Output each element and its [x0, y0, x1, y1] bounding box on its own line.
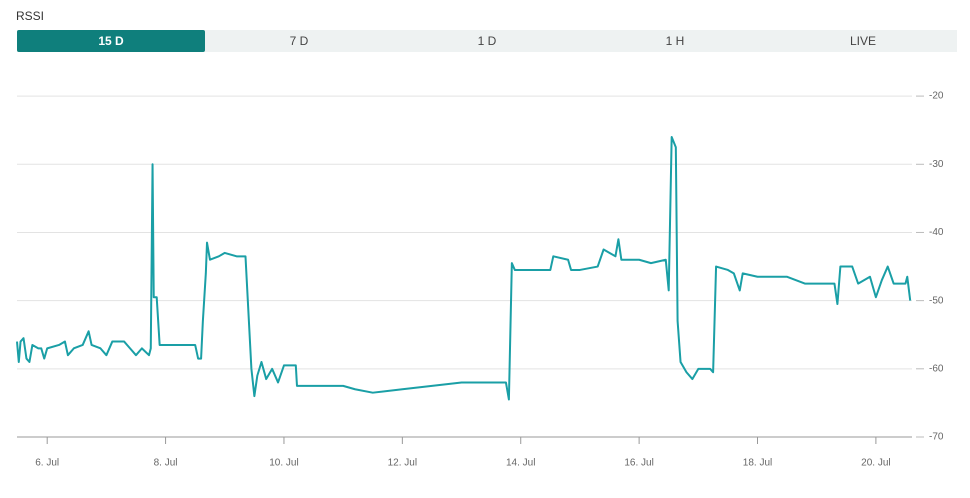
range-tab[interactable]: 1 H — [665, 34, 685, 48]
y-tick-label: -30 — [929, 159, 944, 170]
x-tick-label: 8. Jul — [154, 458, 178, 469]
x-tick-label: 10. Jul — [269, 458, 298, 469]
range-tab[interactable]: 15 D — [17, 30, 205, 52]
data-line — [16, 136, 912, 401]
x-tick-label: 6. Jul — [35, 458, 59, 469]
range-tab[interactable]: 1 D — [477, 34, 497, 48]
range-tab[interactable]: 7 D — [289, 34, 309, 48]
panel-title: RSSI — [16, 9, 45, 23]
x-tick-label: 18. Jul — [743, 458, 772, 469]
range-tab[interactable]: LIVE — [849, 34, 876, 48]
x-tick-label: 20. Jul — [861, 458, 890, 469]
y-tick-label: -20 — [929, 91, 944, 102]
y-tick-label: -70 — [929, 432, 944, 443]
y-tick-label: -40 — [929, 227, 944, 238]
x-tick-label: 16. Jul — [624, 458, 653, 469]
x-tick-label: 12. Jul — [388, 458, 417, 469]
y-tick-label: -50 — [929, 295, 944, 306]
y-tick-label: -60 — [929, 363, 944, 374]
range-tabs: 15 D 7 D 1 D 1 H LIVE — [17, 30, 957, 52]
x-tick-label: 14. Jul — [506, 458, 535, 469]
